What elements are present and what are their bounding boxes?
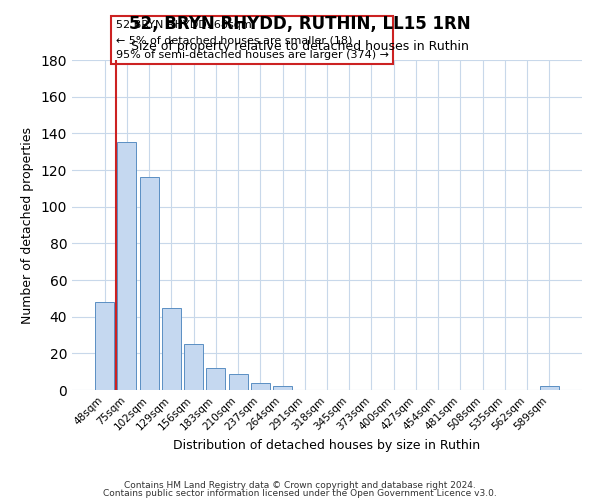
Bar [273, 386, 292, 390]
Bar [140, 178, 158, 390]
Text: Size of property relative to detached houses in Ruthin: Size of property relative to detached ho… [131, 40, 469, 53]
Text: Contains HM Land Registry data © Crown copyright and database right 2024.: Contains HM Land Registry data © Crown c… [124, 480, 476, 490]
Bar [206, 368, 225, 390]
Bar [251, 382, 270, 390]
Bar [95, 302, 114, 390]
Bar [162, 308, 181, 390]
X-axis label: Distribution of detached houses by size in Ruthin: Distribution of detached houses by size … [173, 438, 481, 452]
Bar [184, 344, 203, 390]
Text: 52, BRYN RHYDD, RUTHIN, LL15 1RN: 52, BRYN RHYDD, RUTHIN, LL15 1RN [129, 15, 471, 33]
Bar [229, 374, 248, 390]
Text: 52 BRYN RHYDD: 68sqm
← 5% of detached houses are smaller (18)
95% of semi-detach: 52 BRYN RHYDD: 68sqm ← 5% of detached ho… [116, 20, 389, 60]
Bar [540, 386, 559, 390]
Y-axis label: Number of detached properties: Number of detached properties [20, 126, 34, 324]
Text: Contains public sector information licensed under the Open Government Licence v3: Contains public sector information licen… [103, 489, 497, 498]
Bar [118, 142, 136, 390]
